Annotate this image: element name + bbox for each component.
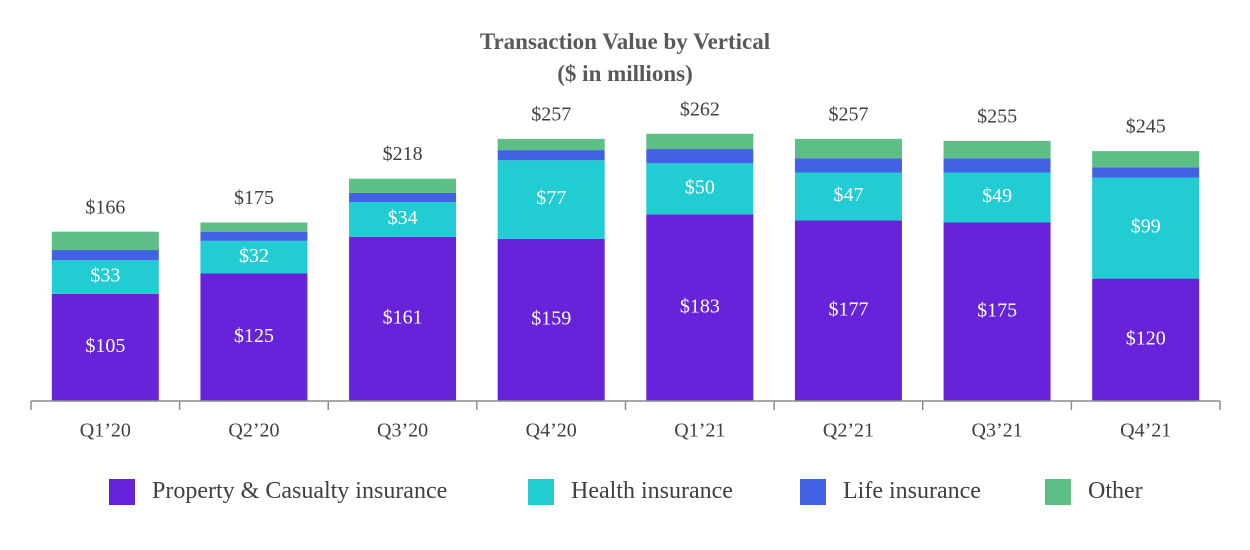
data-label: $161 <box>383 306 423 328</box>
bar-segment-life-insurance <box>943 158 1051 173</box>
x-tick-label: Q3’21 <box>972 420 1023 442</box>
data-label: $177 <box>828 298 868 320</box>
x-tick-label: Q2’21 <box>823 420 874 442</box>
bar-segment-other <box>1092 151 1200 168</box>
data-label: $99 <box>1131 216 1161 238</box>
legend-label-property-casualty: Property & Casualty insurance <box>152 478 448 504</box>
x-tick-label: Q2’20 <box>228 420 279 442</box>
data-label: $49 <box>982 185 1012 207</box>
total-label: $255 <box>977 105 1017 127</box>
bar-segment-health-insurance <box>497 160 605 239</box>
bar-segment-health-insurance <box>794 172 902 221</box>
data-label: $120 <box>1126 327 1166 349</box>
bar-segment-property-casualty-insurance <box>794 220 902 401</box>
legend-label-life: Life insurance <box>843 478 981 504</box>
bar-segment-life-insurance <box>51 250 159 261</box>
bar-segment-health-insurance <box>646 163 754 215</box>
total-label: $245 <box>1126 116 1166 138</box>
data-label: $32 <box>239 245 269 267</box>
data-label: $50 <box>685 176 715 198</box>
bar-segment-life-insurance <box>646 149 754 164</box>
legend-item-health: Health insurance <box>528 478 733 505</box>
bar-segment-other <box>349 178 457 193</box>
bar-segment-health-insurance <box>51 260 159 294</box>
chart-title: Transaction Value by Vertical <box>479 29 771 54</box>
total-label: $262 <box>680 98 720 120</box>
bar-segment-health-insurance <box>1092 177 1200 279</box>
bar-segment-life-insurance <box>497 150 605 161</box>
bar-segment-life-insurance <box>349 192 457 203</box>
bar-segment-other <box>646 133 754 150</box>
x-tick-label: Q3’20 <box>377 420 428 442</box>
bar-segment-other <box>497 138 605 151</box>
bar-segment-property-casualty-insurance <box>200 273 308 401</box>
bar-segment-property-casualty-insurance <box>349 236 457 401</box>
data-label: $159 <box>531 308 571 330</box>
x-tick-label: Q4’20 <box>526 420 577 442</box>
bar-segment-health-insurance <box>943 172 1051 223</box>
chart-subtitle: ($ in millions) <box>557 61 693 86</box>
bar-segment-life-insurance <box>1092 167 1200 178</box>
bar-segment-other <box>943 140 1051 159</box>
data-label: $175 <box>977 299 1017 321</box>
legend-item-property-casualty: Property & Casualty insurance <box>109 478 447 505</box>
total-label: $257 <box>531 103 571 125</box>
legend-label-other: Other <box>1088 478 1143 504</box>
data-label: $77 <box>536 187 566 209</box>
chart-title-block: Transaction Value by Vertical ($ in mill… <box>0 26 1250 90</box>
legend-swatch-health <box>528 478 554 505</box>
total-label: $166 <box>85 196 125 218</box>
bar-segment-other <box>794 138 902 159</box>
x-tick-label: Q1’21 <box>674 420 725 442</box>
bar-segment-property-casualty-insurance <box>646 214 754 401</box>
total-label: $257 <box>828 103 868 125</box>
legend-label-health: Health insurance <box>571 478 733 504</box>
legend-item-life: Life insurance <box>800 478 981 505</box>
bar-segment-life-insurance <box>200 231 308 241</box>
data-label: $105 <box>85 335 125 357</box>
legend-swatch-property-casualty <box>109 478 135 505</box>
bar-segment-property-casualty-insurance <box>1092 278 1200 401</box>
x-tick-label: Q4’21 <box>1120 420 1171 442</box>
data-label: $183 <box>680 295 720 317</box>
total-label: $218 <box>383 143 423 165</box>
bar-segment-other <box>200 222 308 232</box>
bar-segment-other <box>51 231 159 251</box>
legend-swatch-other <box>1045 478 1071 505</box>
total-label: $175 <box>234 187 274 209</box>
bar-segment-property-casualty-insurance <box>51 293 159 401</box>
bar-segment-property-casualty-insurance <box>497 238 605 401</box>
x-tick-label: Q1’20 <box>80 420 131 442</box>
chart-legend: Property & Casualty insurance Health ins… <box>0 478 1250 518</box>
bar-segment-health-insurance <box>200 240 308 274</box>
bar-segment-life-insurance <box>794 158 902 173</box>
bar-segment-health-insurance <box>349 202 457 237</box>
data-label: $33 <box>90 265 120 287</box>
legend-item-other: Other <box>1045 478 1143 505</box>
bar-segment-property-casualty-insurance <box>943 222 1051 401</box>
data-label: $34 <box>388 207 418 229</box>
data-label: $125 <box>234 325 274 347</box>
legend-swatch-life <box>800 478 826 505</box>
data-label: $47 <box>833 184 863 206</box>
